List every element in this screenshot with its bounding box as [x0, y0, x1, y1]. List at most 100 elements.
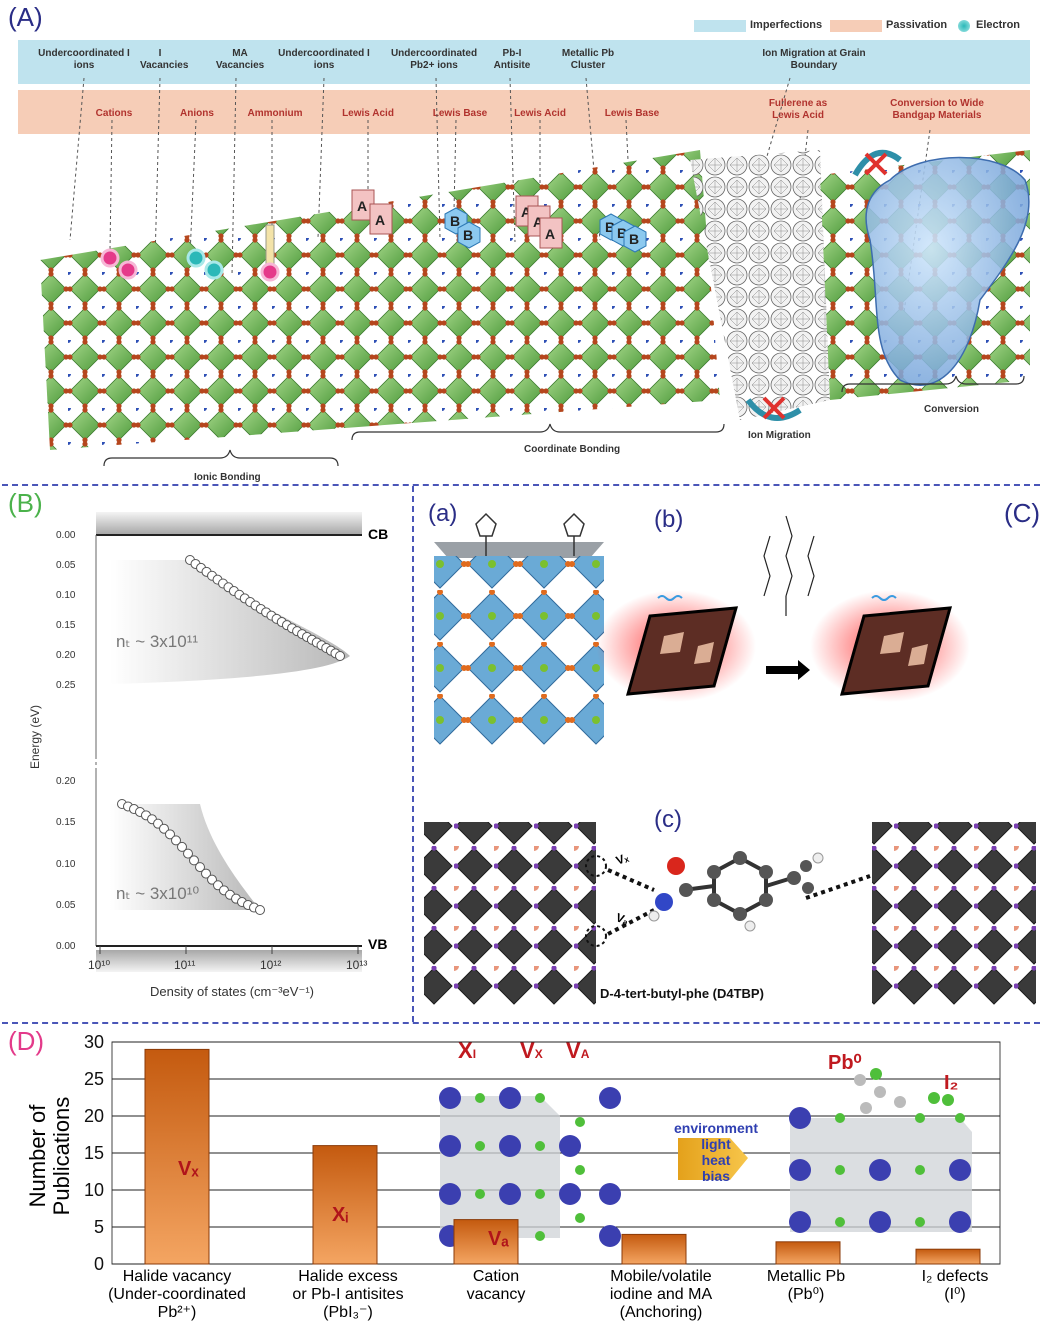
- legend-swatch-passivation: [830, 20, 882, 32]
- dos-marker-bottom: [255, 905, 265, 915]
- arrow-text-bias: bias: [701, 1168, 730, 1184]
- cat3-line1: Mobile/volatile: [610, 1268, 712, 1285]
- halide-sphere: [835, 1113, 845, 1123]
- panel-c-label: (C): [1004, 498, 1041, 528]
- dos-marker-top: [335, 651, 345, 661]
- d-inset-xi: XI: [458, 1038, 477, 1063]
- label-ionic-bonding: Ionic Bonding: [194, 472, 261, 483]
- halide-sphere: [915, 1113, 925, 1123]
- y-tick-label: 30: [84, 1032, 104, 1052]
- legend-text-imperfections: Imperfections: [750, 19, 823, 31]
- cation-sphere: [499, 1135, 521, 1157]
- halide-sphere: [475, 1141, 485, 1151]
- legend-text-electron: Electron: [976, 19, 1021, 31]
- y-tick-label: 10: [84, 1180, 104, 1200]
- cation-sphere: [439, 1135, 461, 1157]
- imp-label-3: MA Vacancies: [215, 48, 265, 71]
- dos-marker-bottom: [177, 841, 187, 852]
- bar-0: [144, 1048, 210, 1265]
- iodine-atom: [928, 1092, 940, 1104]
- pass-label-lewis-acid-2: Lewis Acid: [514, 108, 566, 119]
- va-letter: V: [566, 1038, 581, 1063]
- pass-label-lewis-base-2: Lewis Base: [604, 108, 660, 119]
- legend-text-passivation: Passivation: [886, 19, 948, 31]
- divider-bc-d: [2, 1022, 1040, 1024]
- panel-c-sub-c: (c): [654, 806, 682, 833]
- arrow-text-environment: environment: [673, 1120, 758, 1136]
- svg-text:B: B: [463, 227, 473, 243]
- pass-label-ammonium: Ammonium: [247, 108, 303, 119]
- d-inset-va: VA: [566, 1038, 590, 1063]
- cb-label: CB: [368, 526, 389, 542]
- dos-axis-label: Density of states (cm⁻³eV⁻¹): [150, 984, 314, 999]
- svg-text:A: A: [375, 212, 385, 228]
- pass-label-lewis-acid-1: Lewis Acid: [342, 108, 394, 119]
- dos-marker-bottom: [201, 868, 211, 879]
- iodine-atom: [942, 1094, 954, 1106]
- cat1-line2: or Pb-I antisites: [292, 1286, 404, 1303]
- b-xtick-1: 10¹¹: [174, 958, 196, 972]
- cat0-line2: (Under-coordinated: [108, 1286, 246, 1303]
- pass-label-conversion: Conversion to Wide Bandgap Materials: [890, 98, 984, 121]
- cation-sphere: [789, 1107, 811, 1129]
- panel-a-label: (A): [8, 2, 43, 32]
- category-label-1: Halide excess or Pb-I antisites (PbI₃⁻): [268, 1268, 428, 1322]
- panel-d-label: (D): [8, 1026, 45, 1056]
- bar-5: [915, 1248, 981, 1265]
- b-ytick-top-3: 0.15: [56, 620, 76, 631]
- category-label-4: Metallic Pb (Pb⁰): [746, 1268, 866, 1304]
- publications-bar-chart: 0 5 10 15 20 25 30: [84, 1032, 1001, 1274]
- d-inset-i2: I₂: [944, 1072, 959, 1094]
- dos-marker-bottom: [195, 862, 205, 873]
- cation-sphere: [439, 1183, 461, 1205]
- cation-sphere: [499, 1087, 521, 1109]
- cation-sphere: [869, 1159, 891, 1181]
- pass-label-anions: Anions: [180, 108, 214, 119]
- label-conversion: Conversion: [924, 404, 980, 415]
- svg-text:B: B: [450, 213, 460, 229]
- imp-label-1: Undercoordinated I ions: [38, 48, 130, 71]
- halide-sphere: [915, 1165, 925, 1175]
- divider-a-b: [2, 484, 1040, 486]
- b-ytick-bot-1: 0.15: [56, 817, 76, 828]
- panel-b-label: (B): [8, 488, 43, 518]
- b-xtick-0: 10¹⁰: [88, 958, 111, 972]
- cation-sphere: [949, 1211, 971, 1233]
- cat1-line3: (PbI₃⁻): [323, 1304, 373, 1321]
- d-inset-pb0: Pb⁰: [828, 1052, 862, 1074]
- b-xtick-3: 10¹³: [346, 958, 368, 972]
- b-ytick-bot-0: 0.20: [56, 776, 76, 787]
- b-ytick-top-0: 0.00: [56, 530, 76, 541]
- imp-label-7: Metallic Pb Cluster: [561, 48, 615, 71]
- bar-label-1: Xᵢ: [332, 1204, 349, 1226]
- cation-sphere: [869, 1211, 891, 1233]
- cation-sphere: [789, 1159, 811, 1181]
- halide-sphere: [475, 1093, 485, 1103]
- halide-sphere: [535, 1231, 545, 1241]
- cation-sphere: [439, 1087, 461, 1109]
- cation-sphere: [559, 1183, 581, 1205]
- imp-label-6: Pb-I Antisite: [493, 48, 531, 71]
- cation-sphere: [559, 1135, 581, 1157]
- cat0-line3: Pb²⁺): [157, 1304, 197, 1321]
- iodine-atom: [870, 1068, 882, 1080]
- xi-letter: X: [458, 1038, 473, 1063]
- svg-text:A: A: [521, 204, 531, 220]
- svg-text:B: B: [605, 219, 615, 235]
- halide-sphere: [535, 1141, 545, 1151]
- d-arrow-text: environment light heat bias: [666, 1120, 766, 1184]
- svg-text:A: A: [357, 198, 367, 214]
- cat3-line2: iodine and MA: [609, 1286, 713, 1303]
- halide-sphere: [575, 1165, 585, 1175]
- arrow-text-heat: heat: [701, 1152, 731, 1168]
- perovskite-lattice-illustration: A A A A A B B B B B: [40, 77, 1030, 467]
- category-label-2: Cation vacancy: [436, 1268, 556, 1304]
- y-tick-label: 20: [84, 1106, 104, 1126]
- dos-marker-bottom: [207, 874, 217, 885]
- imp-label-2: I Vacancies: [140, 48, 189, 71]
- cat5-line2: (I⁰): [944, 1286, 966, 1303]
- pb-atom: [854, 1074, 866, 1086]
- pb-atom: [874, 1086, 886, 1098]
- b-ytick-bot-2: 0.10: [56, 859, 76, 870]
- cation-sphere: [599, 1183, 621, 1205]
